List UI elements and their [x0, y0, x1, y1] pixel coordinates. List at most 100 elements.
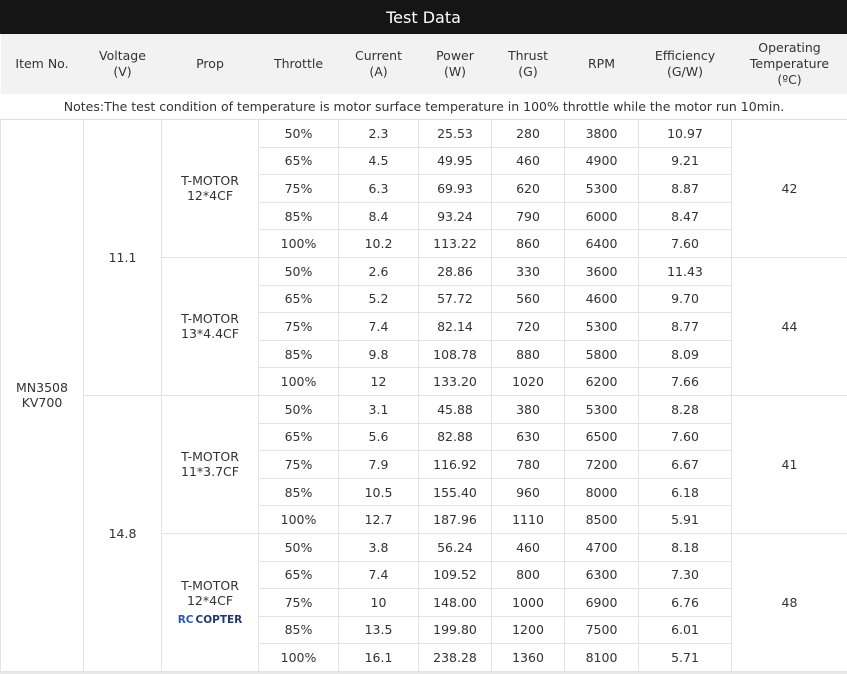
thrust-cell: 880	[492, 340, 565, 368]
current-cell: 3.8	[339, 533, 419, 561]
efficiency-cell: 7.66	[639, 368, 732, 396]
throttle-cell: 85%	[259, 478, 339, 506]
throttle-cell: 65%	[259, 285, 339, 313]
rpm-cell: 4600	[565, 285, 639, 313]
temperature-cell: 48	[732, 533, 847, 671]
efficiency-cell: 9.70	[639, 285, 732, 313]
current-cell: 2.6	[339, 257, 419, 285]
rpm-cell: 6500	[565, 423, 639, 451]
efficiency-cell: 11.43	[639, 257, 732, 285]
rpm-cell: 8000	[565, 478, 639, 506]
thrust-cell: 960	[492, 478, 565, 506]
temperature-cell: 42	[732, 120, 847, 258]
thrust-cell: 790	[492, 202, 565, 230]
thrust-cell: 630	[492, 423, 565, 451]
current-cell: 10	[339, 589, 419, 617]
efficiency-cell: 8.09	[639, 340, 732, 368]
efficiency-cell: 5.71	[639, 644, 732, 672]
current-cell: 10.2	[339, 230, 419, 258]
rpm-cell: 6900	[565, 589, 639, 617]
rpm-cell: 5300	[565, 175, 639, 203]
current-cell: 3.1	[339, 395, 419, 423]
header-thrust: Thrust(G)	[492, 34, 565, 94]
current-cell: 16.1	[339, 644, 419, 672]
voltage-cell: 14.8	[84, 395, 162, 671]
power-cell: 133.20	[419, 368, 492, 396]
power-cell: 116.92	[419, 451, 492, 479]
power-cell: 238.28	[419, 644, 492, 672]
notes-row: Notes:The test condition of temperature …	[1, 94, 847, 120]
power-cell: 199.80	[419, 616, 492, 644]
current-cell: 2.3	[339, 120, 419, 148]
rpm-cell: 4700	[565, 533, 639, 561]
power-cell: 187.96	[419, 506, 492, 534]
power-cell: 108.78	[419, 340, 492, 368]
voltage-cell: 11.1	[84, 120, 162, 396]
throttle-cell: 100%	[259, 368, 339, 396]
thrust-cell: 1200	[492, 616, 565, 644]
current-cell: 13.5	[339, 616, 419, 644]
thrust-cell: 460	[492, 147, 565, 175]
current-cell: 5.2	[339, 285, 419, 313]
throttle-cell: 65%	[259, 561, 339, 589]
rpm-cell: 5300	[565, 313, 639, 341]
current-cell: 7.4	[339, 313, 419, 341]
throttle-cell: 85%	[259, 202, 339, 230]
efficiency-cell: 5.91	[639, 506, 732, 534]
thrust-cell: 860	[492, 230, 565, 258]
thrust-cell: 1020	[492, 368, 565, 396]
power-cell: 57.72	[419, 285, 492, 313]
current-cell: 8.4	[339, 202, 419, 230]
rpm-cell: 8500	[565, 506, 639, 534]
thrust-cell: 460	[492, 533, 565, 561]
efficiency-cell: 8.18	[639, 533, 732, 561]
table-header: Item No. Voltage(V) Prop Throttle Curren…	[1, 34, 847, 120]
power-cell: 93.24	[419, 202, 492, 230]
header-throttle: Throttle	[259, 34, 339, 94]
throttle-cell: 65%	[259, 423, 339, 451]
temperature-cell: 41	[732, 395, 847, 533]
rpm-cell: 6000	[565, 202, 639, 230]
current-cell: 5.6	[339, 423, 419, 451]
efficiency-cell: 8.87	[639, 175, 732, 203]
power-cell: 69.93	[419, 175, 492, 203]
power-cell: 49.95	[419, 147, 492, 175]
throttle-cell: 100%	[259, 506, 339, 534]
power-cell: 25.53	[419, 120, 492, 148]
thrust-cell: 720	[492, 313, 565, 341]
rpm-cell: 3800	[565, 120, 639, 148]
efficiency-cell: 10.97	[639, 120, 732, 148]
throttle-cell: 50%	[259, 533, 339, 561]
thrust-cell: 560	[492, 285, 565, 313]
power-cell: 82.88	[419, 423, 492, 451]
header-power: Power(W)	[419, 34, 492, 94]
power-cell: 148.00	[419, 589, 492, 617]
power-cell: 82.14	[419, 313, 492, 341]
table-title-bar: Test Data	[0, 0, 847, 34]
throttle-cell: 75%	[259, 313, 339, 341]
power-cell: 45.88	[419, 395, 492, 423]
throttle-cell: 50%	[259, 395, 339, 423]
thrust-cell: 1000	[492, 589, 565, 617]
current-cell: 10.5	[339, 478, 419, 506]
rpm-cell: 5300	[565, 395, 639, 423]
efficiency-cell: 7.60	[639, 230, 732, 258]
current-cell: 12	[339, 368, 419, 396]
power-cell: 56.24	[419, 533, 492, 561]
current-cell: 4.5	[339, 147, 419, 175]
throttle-cell: 75%	[259, 451, 339, 479]
thrust-cell: 800	[492, 561, 565, 589]
current-cell: 9.8	[339, 340, 419, 368]
table-title: Test Data	[386, 8, 461, 27]
power-cell: 28.86	[419, 257, 492, 285]
current-cell: 7.9	[339, 451, 419, 479]
thrust-cell: 330	[492, 257, 565, 285]
header-current: Current(A)	[339, 34, 419, 94]
throttle-cell: 75%	[259, 175, 339, 203]
